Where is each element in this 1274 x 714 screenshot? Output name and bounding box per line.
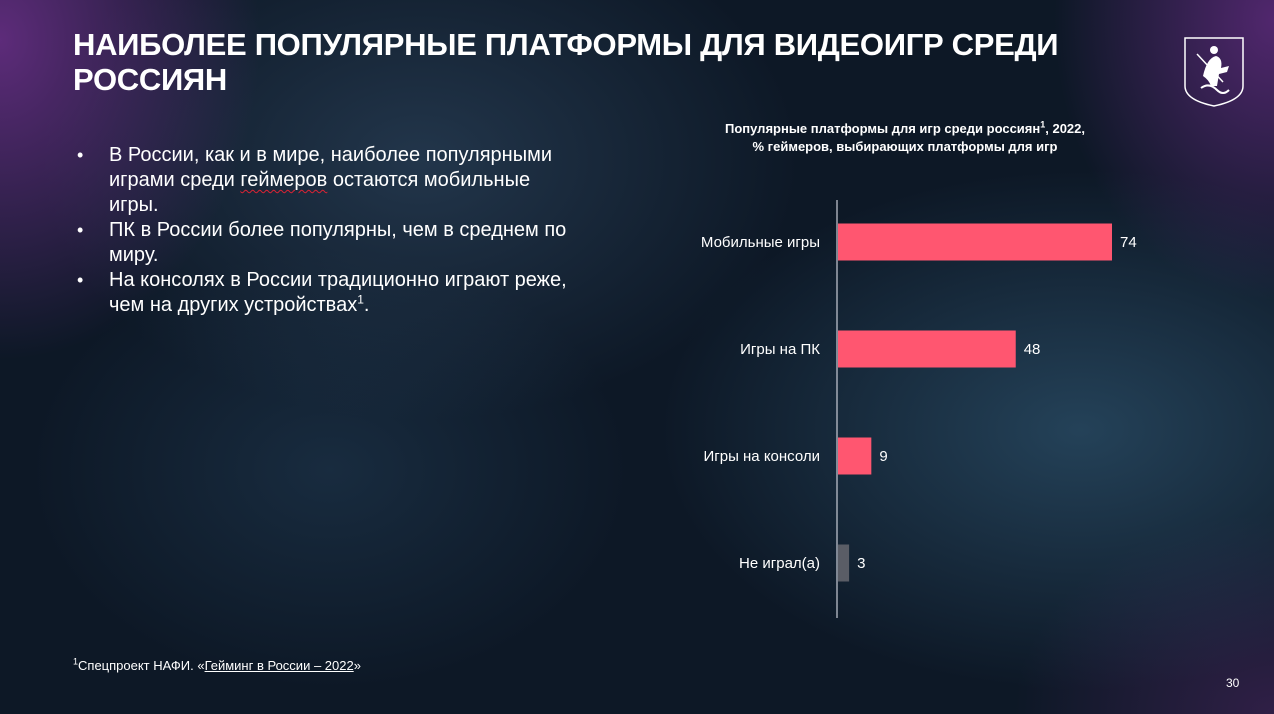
chart-title-line1-end: , 2022, xyxy=(1045,121,1086,136)
chart-title-line1: Популярные платформы для игр среди росси… xyxy=(724,121,1041,136)
category-label: Не играл(а) xyxy=(739,555,820,572)
footnote-prefix: Спецпроект НАФИ. « xyxy=(78,658,205,673)
footnote-suffix: » xyxy=(353,658,361,673)
footnote: 1Спецпроект НАФИ. «Гейминг в России – 20… xyxy=(73,656,361,674)
bullet-marker: • xyxy=(77,145,84,165)
bullet-item: • На консолях в России традиционно играю… xyxy=(77,268,577,318)
bar xyxy=(838,330,1016,368)
bullet-text: остаются мобильные игры. xyxy=(109,169,531,216)
category-label: Игры на консоли xyxy=(703,448,820,465)
bullet-footnote-ref: 1 xyxy=(357,292,364,307)
slide-title: НАИБОЛЕЕ ПОПУЛЯРНЫЕ ПЛАТФОРМЫ ДЛЯ ВИДЕОИ… xyxy=(73,27,1059,97)
category-label: Игры на ПК xyxy=(740,341,820,358)
bar-value-label: 3 xyxy=(857,555,865,572)
bullet-text: В России, как и в мире, наиболее популяр… xyxy=(109,144,553,191)
footnote-source-link[interactable]: Гейминг в России – 2022 xyxy=(204,658,354,673)
bar xyxy=(838,223,1112,261)
bullet-text: На консолях в России традиционно играют … xyxy=(109,269,567,316)
bar-value-label: 74 xyxy=(1120,234,1137,251)
category-label: Мобильные игры xyxy=(701,234,820,251)
bullet-item: • В России, как и в мире, наиболее попул… xyxy=(77,143,577,218)
bullet-item: • ПК в России более популярны, чем в сре… xyxy=(77,218,577,268)
bullet-marker: • xyxy=(77,270,84,290)
bullet-marker: • xyxy=(77,220,84,240)
bullet-list: • В России, как и в мире, наиболее попул… xyxy=(77,143,577,318)
page-number: 30 xyxy=(1226,676,1240,690)
bar xyxy=(838,437,872,475)
chart-title: Популярные платформы для игр среди росси… xyxy=(700,120,1110,156)
bar-value-label: 48 xyxy=(1024,341,1041,358)
footnote-number: 1 xyxy=(73,656,79,667)
moscow-coat-of-arms-icon xyxy=(1184,37,1244,107)
bullet-spellcheck-word: геймеров xyxy=(240,169,328,191)
chart-title-footnote-ref: 1 xyxy=(1040,119,1046,130)
bar xyxy=(838,544,850,582)
bullet-text: . xyxy=(363,294,370,316)
bar-chart: Мобильные игры 74 Игры на ПК 48 Игры на конс… xyxy=(701,200,1137,618)
chart-title-line2: % геймеров, выбирающих платформы для игр xyxy=(752,139,1058,154)
bullet-text: ПК в России более популярны, чем в средн… xyxy=(109,219,567,266)
bar-value-label: 9 xyxy=(879,448,887,465)
